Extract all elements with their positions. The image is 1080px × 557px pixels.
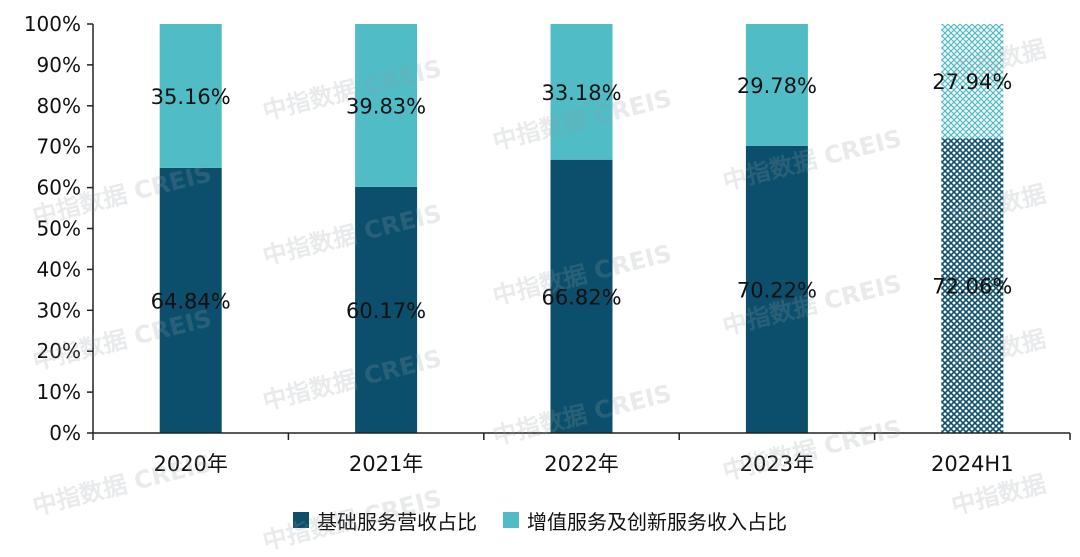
y-tick-label: 90%	[37, 53, 81, 77]
x-tick-label: 2021年	[349, 452, 423, 476]
y-tick-label: 70%	[37, 135, 81, 159]
data-label-value-added: 39.83%	[346, 94, 426, 118]
bar-segment-value-added	[745, 24, 808, 146]
legend-label-basic-service: 基础服务营收占比	[317, 509, 477, 534]
bar-segment-value-added	[159, 24, 222, 168]
bar-segment-basic-service	[745, 145, 808, 433]
bar-segment-basic-service	[941, 138, 1004, 433]
bar-segment-value-added	[550, 24, 613, 160]
y-tick-label: 30%	[37, 298, 81, 322]
y-tick-label: 20%	[37, 339, 81, 363]
data-label-value-added: 35.16%	[151, 85, 231, 109]
x-tick-label: 2023年	[740, 452, 814, 476]
bar-segment-basic-service	[159, 167, 222, 434]
x-tick-label: 2022年	[544, 452, 618, 476]
bar-segment-basic-service	[550, 159, 613, 433]
x-tick-label: 2020年	[153, 452, 227, 476]
data-label-basic-service: 72.06%	[932, 275, 1012, 299]
legend-item-basic-service: 基础服务营收占比	[293, 506, 477, 535]
data-label-value-added: 29.78%	[737, 74, 817, 98]
y-tick-label: 50%	[37, 217, 81, 241]
data-label-basic-service: 60.17%	[346, 299, 426, 323]
legend-swatch-value-added	[503, 512, 519, 528]
chart: 0% 10% 20% 30% 40% 50% 60% 70% 80% 90% 100% 2020年 20…	[24, 12, 1071, 476]
x-tick-label: 2024H1	[931, 452, 1014, 476]
stacked-bar-chart: 0% 10% 20% 30% 40% 50% 60% 70% 80% 90% 100% 2020年 20…	[24, 12, 1071, 476]
data-label-basic-service: 70.22%	[737, 278, 817, 302]
legend: 基础服务营收占比 增值服务及创新服务收入占比	[0, 503, 1080, 537]
data-label-value-added: 27.94%	[932, 70, 1012, 94]
y-tick-label: 80%	[37, 94, 81, 118]
legend-item-value-added: 增值服务及创新服务收入占比	[503, 506, 787, 535]
legend-label-value-added: 增值服务及创新服务收入占比	[527, 509, 787, 534]
y-tick-label: 60%	[37, 176, 81, 200]
data-label-basic-service: 64.84%	[151, 289, 231, 313]
data-label-value-added: 33.18%	[541, 81, 621, 105]
y-tick-label: 10%	[37, 380, 81, 404]
bar-segment-value-added	[355, 24, 418, 187]
y-tick-label: 100%	[24, 12, 81, 36]
data-label-basic-service: 66.82%	[541, 285, 621, 309]
y-tick-label: 40%	[37, 257, 81, 281]
y-tick-label: 0%	[49, 421, 81, 445]
legend-swatch-basic-service	[293, 512, 309, 528]
bar-segment-basic-service	[355, 186, 418, 433]
bar-segment-value-added	[941, 24, 1004, 139]
